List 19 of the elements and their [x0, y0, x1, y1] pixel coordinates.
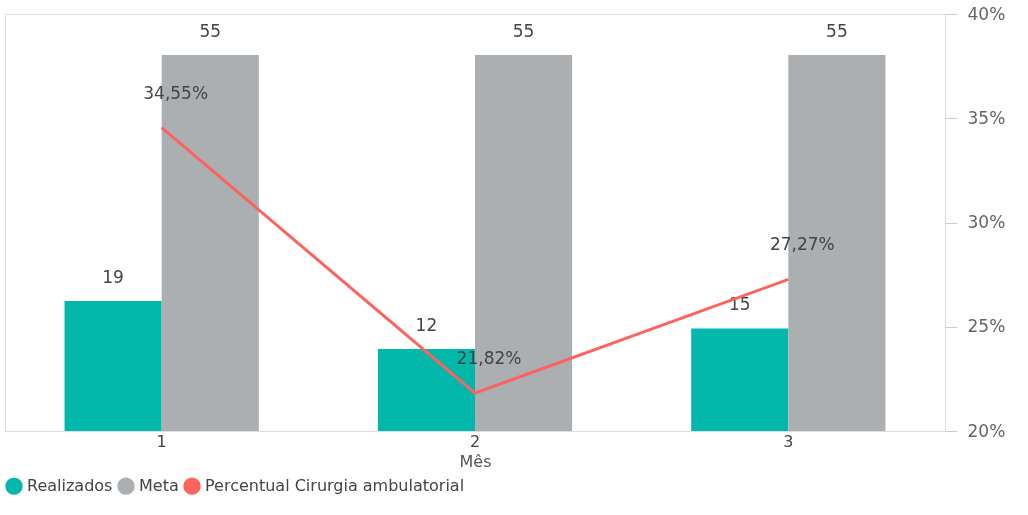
data-label: 55 [199, 21, 222, 42]
data-label: 55 [512, 21, 535, 42]
text: 20% [967, 420, 1006, 441]
bar [691, 328, 789, 431]
x-tick-label: 1 [156, 431, 167, 451]
text: 35% [967, 107, 1006, 128]
legend-label: Percentual Cirurgia ambulatorial [205, 476, 465, 496]
legend-label: Realizados [27, 476, 113, 496]
text: 40% [967, 3, 1006, 24]
x-tick-label: 3 [783, 431, 794, 451]
legend-label: Meta [139, 476, 179, 496]
text: 25% [967, 316, 1006, 337]
data-label: 55 [826, 21, 848, 42]
bar [64, 301, 162, 431]
x-axis-title: Mês [459, 451, 492, 471]
data-label: 19 [102, 267, 124, 288]
data-label: 12 [415, 314, 438, 335]
text: 30% [967, 212, 1006, 232]
x-tick-label: 2 [469, 431, 481, 451]
